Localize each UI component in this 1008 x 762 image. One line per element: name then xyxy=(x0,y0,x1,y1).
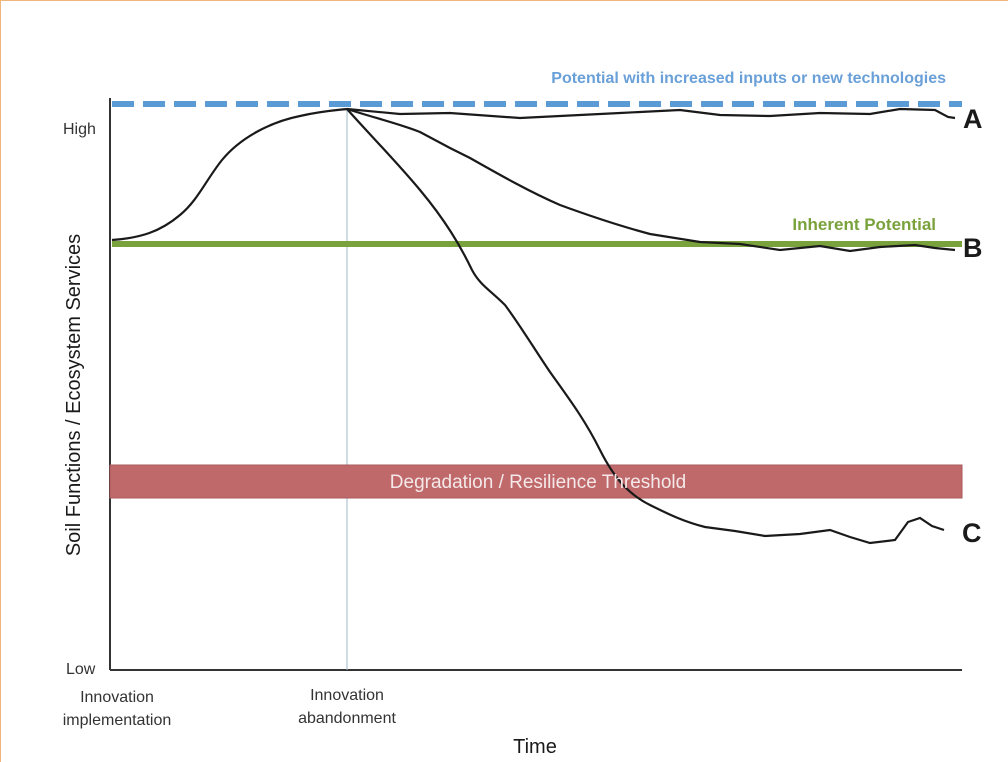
threshold-band xyxy=(109,464,963,499)
y-axis-title: Soil Functions / Ecosystem Services xyxy=(63,234,85,556)
y-high-label: High xyxy=(63,121,96,138)
curve-a xyxy=(346,107,956,120)
rising-curve xyxy=(111,107,348,242)
curve-b-label: B xyxy=(963,233,983,263)
inherent-potential-label: Inherent Potential xyxy=(792,215,936,234)
x-tick-implementation-line1: Innovation xyxy=(80,689,154,706)
x-axis-title: Time xyxy=(513,736,557,758)
curve-c xyxy=(346,108,945,545)
x-tick-implementation-line2: implementation xyxy=(63,712,172,729)
potential-label: Potential with increased inputs or new t… xyxy=(551,70,946,87)
y-low-label: Low xyxy=(66,661,96,678)
threshold-label: Degradation / Resilience Threshold xyxy=(390,472,686,493)
x-tick-abandonment-line1: Innovation xyxy=(310,687,384,704)
curve-c-label: C xyxy=(962,518,982,548)
curve-b xyxy=(346,107,956,253)
curve-a-label: A xyxy=(963,104,983,134)
x-tick-abandonment-line2: abandonment xyxy=(298,710,396,727)
